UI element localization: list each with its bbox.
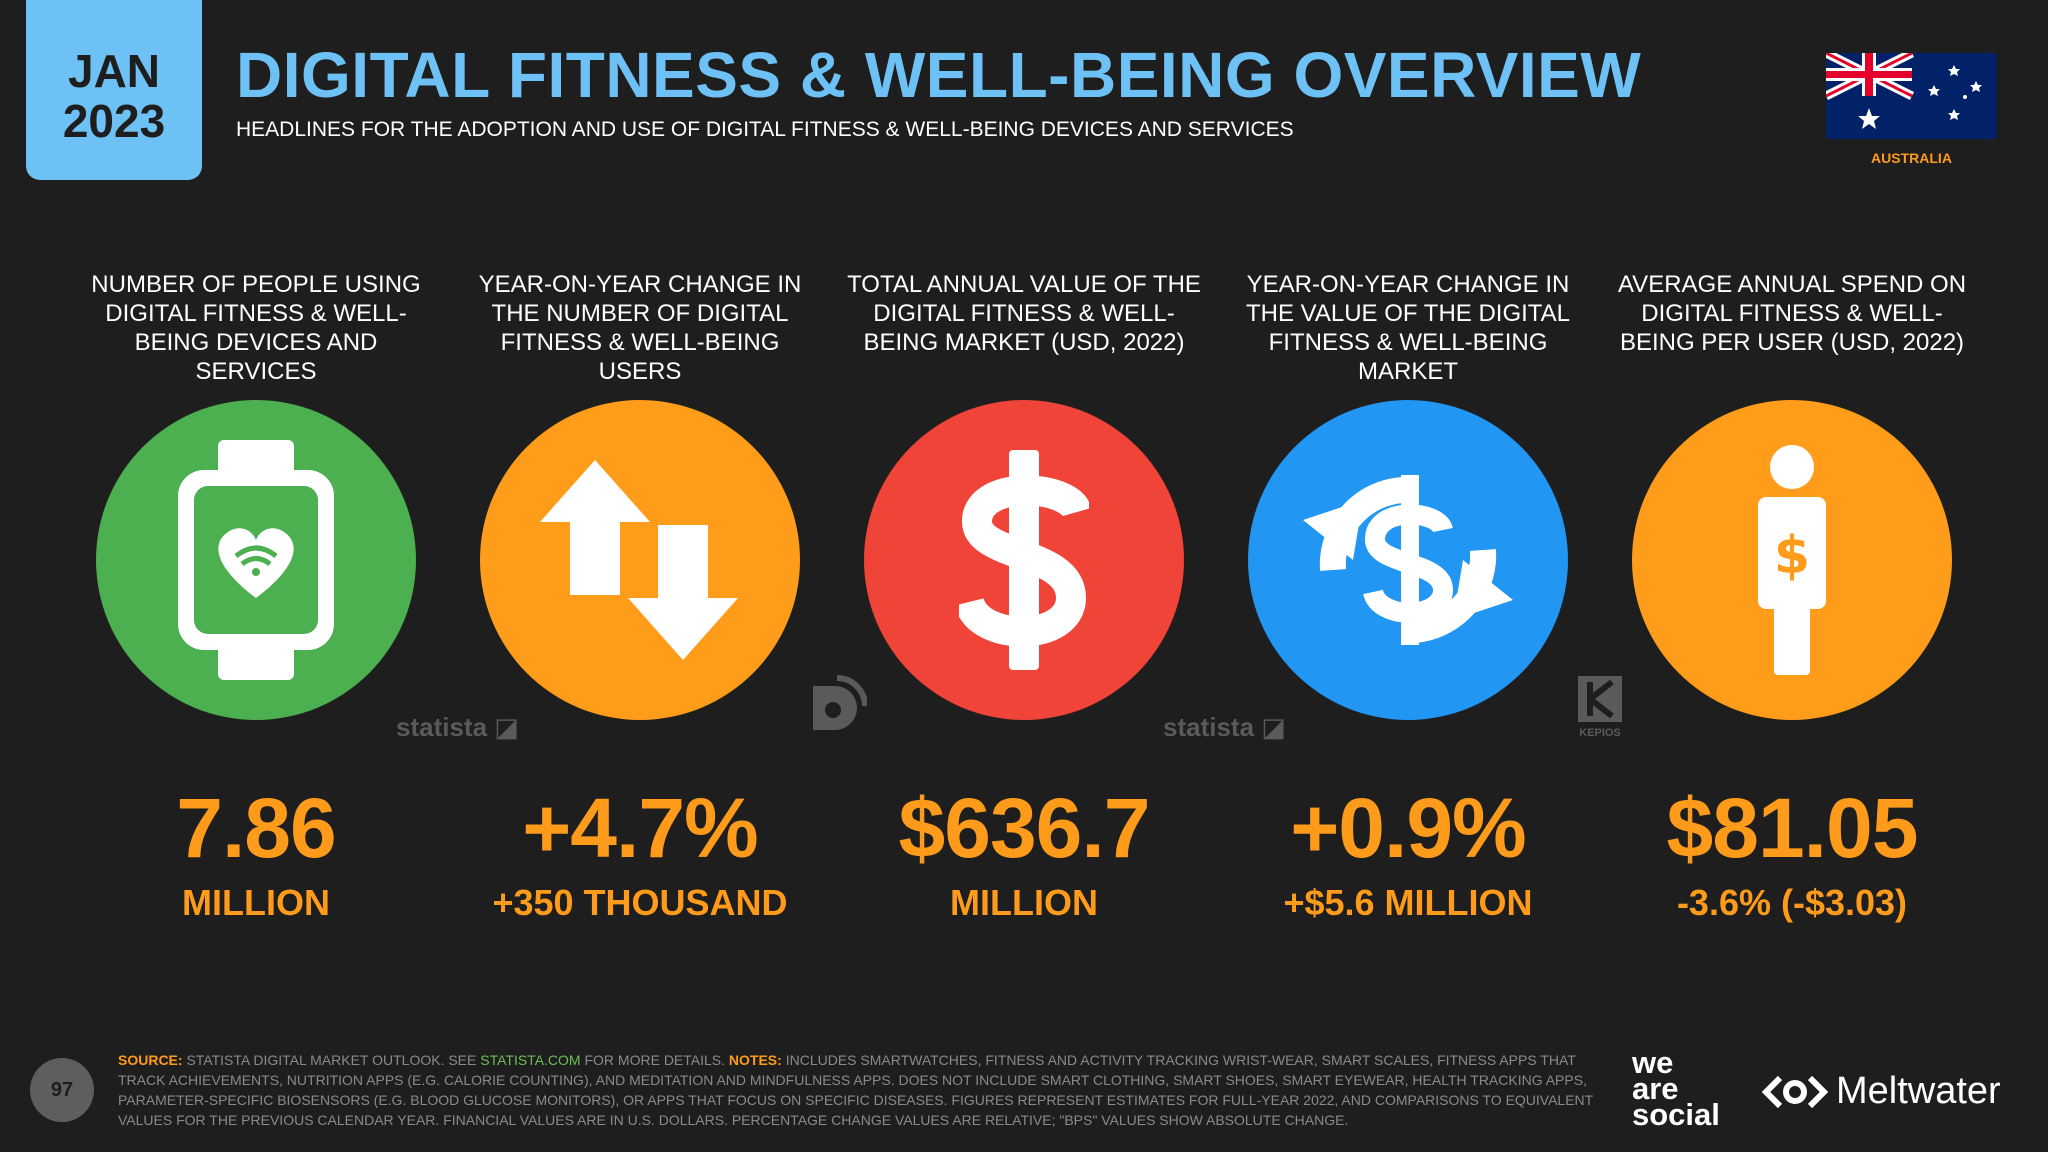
- stat-value: $636.7: [898, 781, 1151, 875]
- stat-circle: $: [1632, 400, 1952, 720]
- stat-subvalue: +350 THOUSAND: [492, 882, 788, 923]
- statista-watermark: statista ◪: [396, 712, 519, 743]
- we-are-social-logo: we are social: [1632, 1045, 1720, 1132]
- meltwater-logo: Meltwater: [1762, 1070, 2001, 1113]
- stat-value: $81.05: [1666, 781, 1919, 875]
- stat-label: AVERAGE ANNUAL SPEND ON DIGITAL FITNESS …: [1617, 271, 1967, 356]
- brand-are: are: [1632, 1071, 1679, 1106]
- meltwater-mark-icon: [1762, 1075, 1828, 1108]
- date-month: JAN: [67, 45, 161, 97]
- source-link[interactable]: STATISTA.COM: [480, 1052, 581, 1068]
- stat-subvalue: +$5.6 MILLION: [1283, 882, 1533, 923]
- stat-label: YEAR-ON-YEAR CHANGE IN THE VALUE OF THE …: [1245, 271, 1571, 385]
- kepios-watermark: KEPIOS: [1575, 676, 1625, 739]
- stat-column-users-change: YEAR-ON-YEAR CHANGE IN THE NUMBER OF DIG…: [460, 270, 820, 923]
- up-down-arrows-icon: [540, 460, 738, 660]
- statista-logo-icon: ◪: [494, 712, 519, 742]
- statista-watermark-text: statista: [396, 712, 488, 742]
- stat-column-users: NUMBER OF PEOPLE USING DIGITAL FITNESS &…: [76, 270, 436, 923]
- stat-label: YEAR-ON-YEAR CHANGE IN THE NUMBER OF DIG…: [478, 271, 802, 385]
- stat-subvalue: MILLION: [950, 882, 1098, 923]
- meltwater-text: Meltwater: [1836, 1070, 2001, 1112]
- statista-logo-icon: ◪: [1261, 712, 1286, 742]
- statista-watermark-text: statista: [1163, 712, 1255, 742]
- stat-column-market-change: YEAR-ON-YEAR CHANGE IN THE VALUE OF THE …: [1228, 270, 1588, 923]
- footnote: SOURCE: STATISTA DIGITAL MARKET OUTLOOK.…: [118, 1050, 1598, 1130]
- brand-we: we: [1632, 1045, 1674, 1080]
- stat-label: NUMBER OF PEOPLE USING DIGITAL FITNESS &…: [91, 271, 421, 385]
- kepios-text: KEPIOS: [1579, 727, 1621, 739]
- stat-subvalue: MILLION: [182, 882, 330, 923]
- country-label: AUSTRALIA: [1871, 150, 1952, 166]
- kepios-logo-icon: [1578, 676, 1622, 722]
- date-year: 2023: [62, 95, 166, 147]
- page-number: 97: [30, 1058, 94, 1122]
- stat-circle: [864, 400, 1184, 720]
- dollar-cycle-icon: [1303, 475, 1513, 645]
- page-title: DIGITAL FITNESS & WELL-BEING OVERVIEW: [236, 39, 1642, 111]
- australia-flag-icon: [1826, 53, 1997, 139]
- notes-label: NOTES:: [728, 1052, 782, 1068]
- brand-social: social: [1632, 1097, 1720, 1132]
- smartwatch-heart-icon: [178, 440, 334, 680]
- stat-circle: [96, 400, 416, 720]
- dollar-sign-icon: [959, 450, 1089, 670]
- stat-value: 7.86: [176, 781, 337, 875]
- svg-text:$: $: [1774, 526, 1810, 586]
- stat-circle: [480, 400, 800, 720]
- page-subtitle: HEADLINES FOR THE ADOPTION AND USE OF DI…: [236, 118, 1294, 141]
- statista-watermark: statista ◪: [1163, 712, 1286, 743]
- datareportal-watermark-icon: [813, 675, 867, 730]
- stat-column-spend-per-user: AVERAGE ANNUAL SPEND ON DIGITAL FITNESS …: [1612, 270, 1972, 923]
- source-label: SOURCE:: [118, 1052, 183, 1068]
- stat-circle: [1248, 400, 1568, 720]
- source-after: FOR MORE DETAILS.: [584, 1052, 726, 1068]
- notes-text: INCLUDES SMARTWATCHES, FITNESS AND ACTIV…: [118, 1052, 1593, 1128]
- date-badge: JAN 2023: [26, 0, 202, 180]
- stat-label: TOTAL ANNUAL VALUE OF THE DIGITAL FITNES…: [847, 271, 1201, 356]
- source-text: STATISTA DIGITAL MARKET OUTLOOK. SEE: [186, 1052, 477, 1068]
- stat-value: +4.7%: [522, 781, 759, 875]
- person-dollar-icon: $: [1758, 445, 1826, 675]
- stat-subvalue: -3.6% (-$3.03): [1676, 882, 1908, 923]
- stat-value: +0.9%: [1290, 781, 1527, 875]
- stat-column-market-value: TOTAL ANNUAL VALUE OF THE DIGITAL FITNES…: [844, 270, 1204, 923]
